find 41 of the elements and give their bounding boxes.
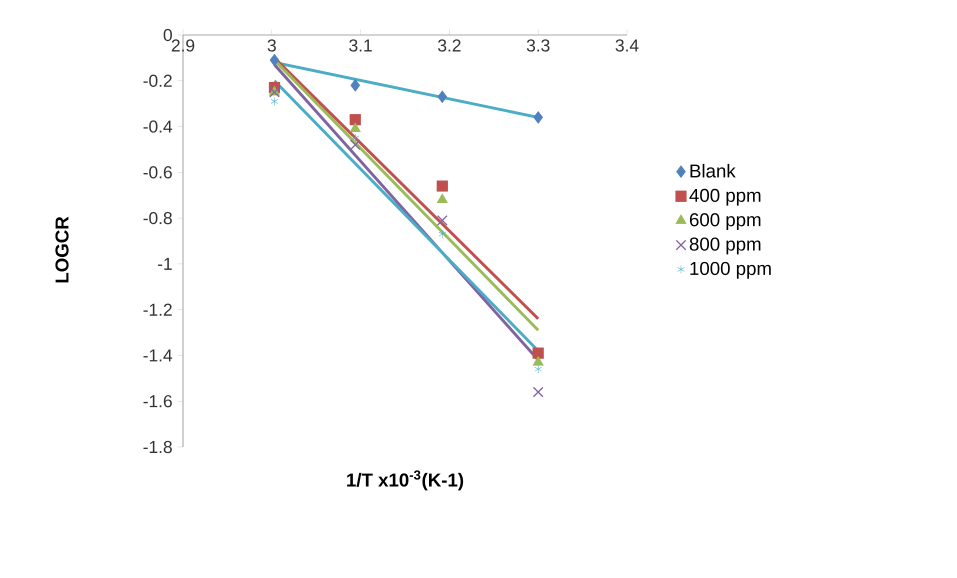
x-tick-label: 3.4 [616, 39, 639, 52]
point [534, 364, 542, 374]
point [533, 111, 543, 124]
y-tick-label: -1.2 [144, 304, 172, 316]
legend-label: 800 ppm [690, 237, 760, 254]
x-tick-label: 2.9 [172, 39, 194, 52]
point [350, 79, 360, 92]
x-tick-label: 3.2 [438, 39, 461, 52]
y-tick-label: 0 [164, 28, 172, 42]
legend-label: Blank [690, 164, 736, 178]
point [438, 90, 448, 104]
point [436, 215, 448, 226]
y-tick-label: -0.6 [144, 166, 172, 178]
point [438, 230, 446, 238]
y-tick-label: -1.8 [144, 440, 172, 454]
y-axis-title: LOGCR [55, 216, 69, 282]
point [436, 180, 448, 192]
point [269, 86, 280, 98]
point [270, 54, 280, 66]
legend-label: 400 ppm [689, 188, 760, 206]
point [532, 386, 544, 398]
point [270, 97, 278, 106]
y-tick-label: -1 [158, 258, 172, 270]
x-tick-label: 3.1 [349, 39, 372, 52]
y-tick-label: -1.6 [144, 395, 172, 408]
y-tick-label: -1.4 [144, 349, 172, 362]
point [350, 122, 361, 132]
point [436, 194, 448, 204]
x-tick-label: 3 [268, 39, 276, 52]
y-tick-label: -0.8 [144, 212, 172, 224]
point [532, 356, 544, 366]
legend-label: 1000 ppm [690, 262, 771, 279]
legend-label: 600 ppm [690, 213, 760, 230]
point [532, 348, 544, 359]
point [350, 139, 361, 150]
x-tick-label: 3.3 [526, 39, 550, 52]
y-tick-label: -0.4 [144, 120, 172, 133]
point [352, 134, 360, 142]
y-tick-label: -0.2 [144, 74, 172, 87]
x-axis-title: 1/T x10$^{-3}$(K-1) [347, 470, 464, 490]
point [350, 114, 361, 126]
